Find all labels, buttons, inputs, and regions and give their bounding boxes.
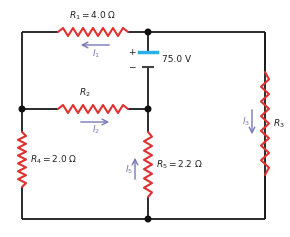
Circle shape <box>19 106 25 112</box>
Text: 75.0 V: 75.0 V <box>162 55 191 64</box>
Circle shape <box>145 106 151 112</box>
Text: $R_2$: $R_2$ <box>79 87 91 99</box>
Text: −: − <box>128 63 136 72</box>
Circle shape <box>145 216 151 222</box>
Circle shape <box>145 29 151 35</box>
Text: $R_3$: $R_3$ <box>273 117 285 130</box>
Text: $R_4 = 2.0\ \Omega$: $R_4 = 2.0\ \Omega$ <box>30 153 77 166</box>
Text: $I_2$: $I_2$ <box>92 124 100 137</box>
Text: $R_1 = 4.0\ \Omega$: $R_1 = 4.0\ \Omega$ <box>69 9 117 22</box>
Text: $I_1$: $I_1$ <box>92 47 100 59</box>
Text: $R_5 = 2.2\ \Omega$: $R_5 = 2.2\ \Omega$ <box>156 158 203 171</box>
Text: $I_3$: $I_3$ <box>242 116 250 128</box>
Text: +: + <box>128 47 136 56</box>
Text: $I_5$: $I_5$ <box>125 164 133 176</box>
